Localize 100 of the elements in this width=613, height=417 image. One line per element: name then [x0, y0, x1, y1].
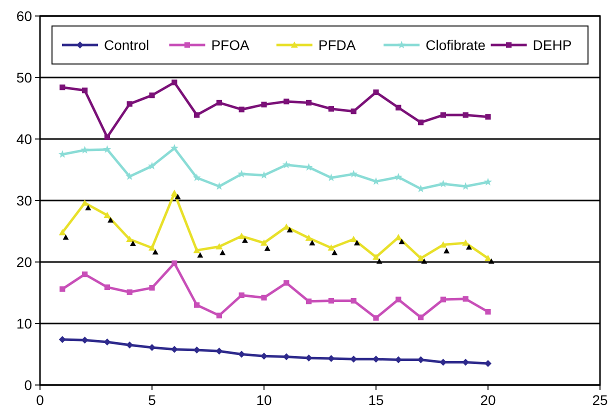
x-tick-label: 0	[36, 392, 44, 408]
point	[305, 234, 312, 241]
point	[260, 239, 268, 246]
point	[354, 240, 360, 246]
point	[197, 252, 204, 258]
point	[220, 250, 226, 256]
point	[398, 238, 405, 244]
point	[373, 89, 379, 96]
y-tick-label: 30	[16, 192, 32, 208]
point	[350, 356, 358, 363]
point	[261, 102, 267, 108]
point	[148, 344, 156, 351]
point	[282, 353, 290, 360]
point	[238, 170, 246, 178]
point	[216, 243, 223, 250]
point	[126, 289, 132, 295]
point	[149, 92, 155, 98]
point	[462, 112, 468, 118]
x-tick-label: 5	[148, 392, 156, 408]
legend-label: Control	[104, 37, 150, 53]
point	[85, 204, 92, 210]
point	[104, 284, 110, 290]
point	[488, 258, 494, 264]
point	[372, 254, 380, 260]
point	[260, 352, 268, 360]
point	[238, 292, 244, 298]
point	[485, 309, 491, 315]
point	[350, 298, 356, 304]
point	[396, 296, 402, 302]
point	[440, 296, 446, 302]
point	[192, 174, 201, 182]
point	[282, 160, 290, 168]
point	[149, 285, 155, 291]
point	[261, 294, 267, 300]
point	[462, 296, 468, 302]
point	[309, 240, 316, 246]
point	[126, 236, 134, 242]
point	[284, 280, 290, 286]
point	[104, 338, 111, 346]
point	[242, 237, 248, 243]
point	[58, 336, 66, 343]
y-tick-label: 60	[16, 8, 32, 24]
point	[376, 258, 382, 264]
x-tick-label: 10	[256, 392, 272, 408]
point	[417, 254, 424, 262]
y-tick-label: 40	[16, 131, 32, 147]
point	[350, 170, 358, 178]
point	[60, 286, 66, 292]
point	[104, 134, 110, 140]
point	[440, 112, 446, 118]
point	[238, 106, 244, 112]
point	[372, 356, 380, 363]
point	[58, 228, 66, 236]
point	[170, 346, 178, 353]
point	[148, 244, 156, 251]
point	[440, 241, 447, 248]
point	[284, 98, 290, 104]
point	[193, 246, 200, 254]
legend-label: DEHP	[532, 37, 572, 53]
point	[216, 312, 222, 318]
point	[172, 80, 178, 86]
point	[126, 101, 132, 107]
y-tick-label: 0	[24, 377, 32, 393]
point	[238, 350, 246, 358]
point	[328, 244, 335, 251]
point	[81, 336, 88, 344]
point	[484, 360, 492, 367]
point	[484, 254, 492, 262]
point	[394, 172, 402, 181]
point	[80, 146, 89, 154]
point	[108, 217, 114, 223]
point	[103, 145, 112, 153]
point	[421, 258, 428, 264]
point	[286, 227, 293, 232]
point	[396, 104, 402, 110]
point	[82, 88, 88, 94]
point	[328, 298, 334, 304]
point	[328, 106, 334, 112]
point	[394, 356, 402, 364]
point	[104, 212, 111, 218]
point	[216, 100, 222, 106]
point	[62, 234, 69, 240]
y-tick-label: 20	[16, 254, 32, 270]
point	[194, 302, 200, 308]
y-tick-label: 50	[16, 70, 32, 86]
point	[170, 190, 178, 196]
point	[238, 232, 246, 239]
point	[484, 178, 492, 186]
point	[60, 84, 66, 90]
point	[193, 346, 200, 354]
legend-label: PFOA	[211, 37, 250, 53]
point	[130, 240, 136, 246]
point	[82, 272, 88, 278]
point	[462, 358, 470, 366]
point	[174, 194, 181, 200]
point	[152, 249, 158, 255]
point	[350, 108, 356, 114]
legend-label: Clofibrate	[426, 37, 486, 53]
legend-label: PFDA	[318, 37, 356, 53]
point	[170, 144, 178, 152]
